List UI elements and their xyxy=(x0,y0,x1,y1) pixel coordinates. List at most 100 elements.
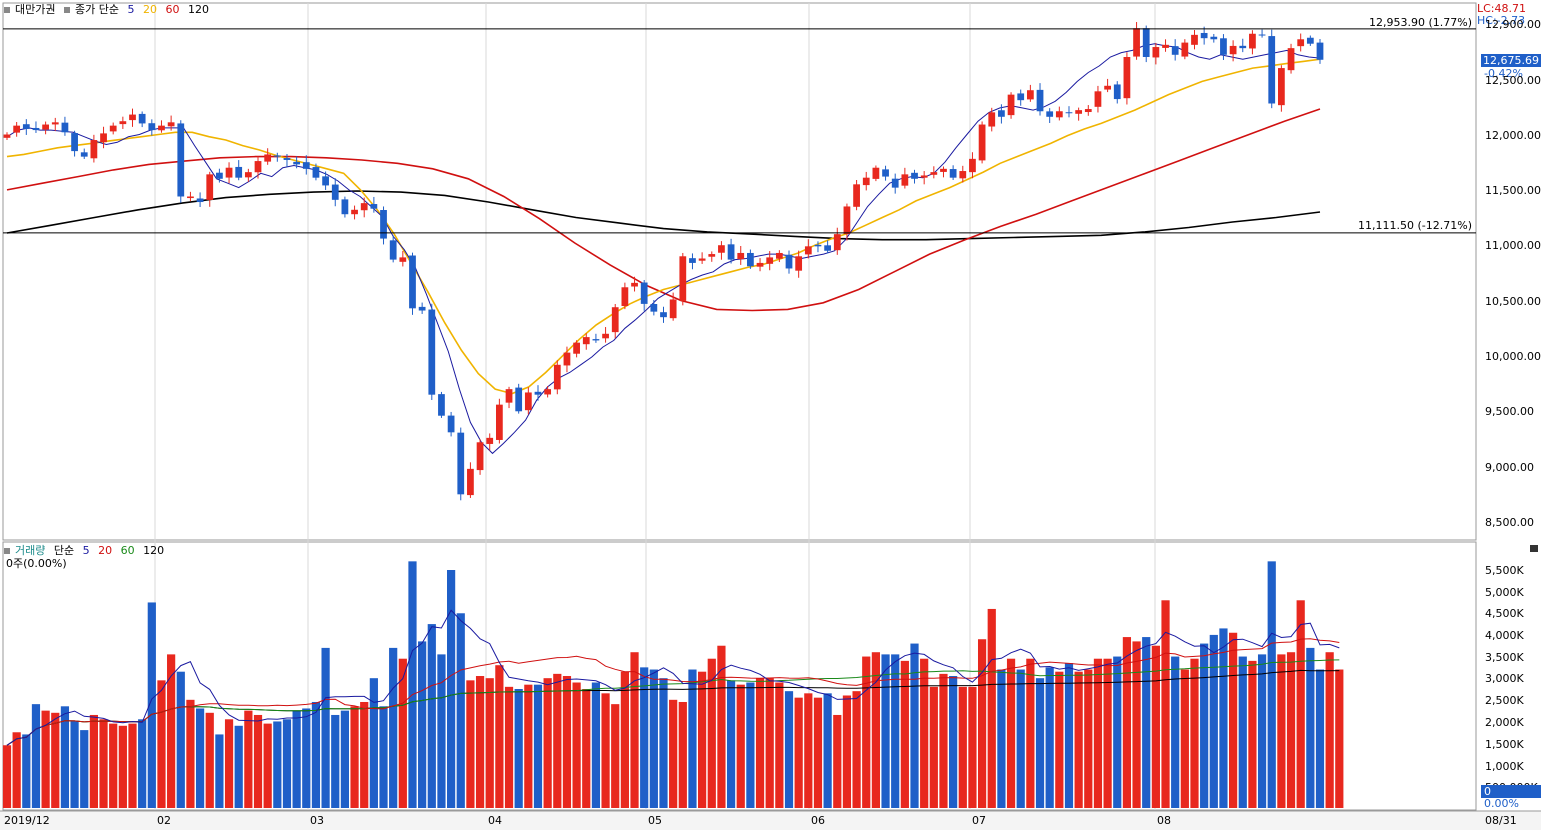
candle-body xyxy=(22,124,30,129)
candle-body xyxy=(32,127,40,131)
legend-period-120: 120 xyxy=(187,3,209,16)
volume-bar xyxy=(311,701,321,808)
volume-legend: 거래량 단순 5 20 60 120 xyxy=(4,544,169,557)
price-tick: 9,000.00 xyxy=(1485,461,1534,474)
volume-bar xyxy=(118,725,127,808)
volume-bar xyxy=(369,678,378,808)
current-price-badge: 12,675.69 xyxy=(1481,54,1541,67)
volume-bar xyxy=(1296,600,1305,808)
volume-bar xyxy=(1325,652,1334,808)
candle-body xyxy=(737,252,745,260)
collapse-panel-icon[interactable] xyxy=(1530,545,1538,552)
ma120-line xyxy=(6,190,1321,241)
candle-body xyxy=(1268,36,1276,104)
price-tick: 12,000.00 xyxy=(1485,129,1541,142)
candle-body xyxy=(196,198,204,203)
candle-body xyxy=(853,184,860,207)
candle-body xyxy=(389,240,397,260)
candle-body xyxy=(61,122,69,133)
legend-square-icon xyxy=(4,6,10,13)
candle-body xyxy=(582,337,590,345)
candle-body xyxy=(563,352,571,366)
volume-bar xyxy=(755,678,765,808)
candle-body xyxy=(920,175,928,178)
ma5-line xyxy=(6,43,1321,455)
x-tick-label: 08 xyxy=(1157,814,1171,827)
volume-bar xyxy=(2,745,12,808)
candle-body xyxy=(495,404,503,440)
volume-bar xyxy=(446,570,456,808)
candle-body xyxy=(814,244,822,247)
x-tick-label: 06 xyxy=(811,814,825,827)
volume-bar xyxy=(949,676,958,808)
volume-bar xyxy=(1103,658,1112,808)
volume-bar xyxy=(456,613,465,808)
volume-bar xyxy=(997,669,1006,808)
volume-bar xyxy=(881,654,890,808)
lc-readout: LC:48.71 xyxy=(1477,2,1527,15)
candle-body xyxy=(747,252,754,267)
volume-bar xyxy=(176,671,185,808)
candle-body xyxy=(1297,39,1305,47)
volume-bar xyxy=(524,684,533,808)
candlesticks xyxy=(3,22,1324,501)
candle-body xyxy=(534,391,542,395)
reference-lines xyxy=(3,28,1476,234)
price-legend: 대만가권 종가 단순 5 20 60 120 xyxy=(4,3,214,16)
volume-bar xyxy=(862,656,871,808)
candle-body xyxy=(1191,34,1198,45)
volume-bar xyxy=(562,676,572,808)
volume-tick: 5,500K xyxy=(1485,564,1524,577)
volume-bar xyxy=(611,704,620,808)
candle-body xyxy=(650,304,658,312)
candle-body xyxy=(930,172,938,175)
candle-body xyxy=(824,245,832,251)
candle-body xyxy=(998,110,1005,117)
candle-body xyxy=(331,184,339,200)
volume-bar xyxy=(582,689,591,808)
volume-bar xyxy=(601,693,610,808)
volume-bar xyxy=(900,660,909,808)
candle-body xyxy=(428,309,436,395)
volume-bar xyxy=(495,665,504,808)
candle-body xyxy=(573,342,580,354)
candle-body xyxy=(380,210,387,239)
volume-tick: 2,500K xyxy=(1485,694,1524,707)
candle-body xyxy=(148,123,156,131)
volume-bar xyxy=(321,647,330,808)
volume-bar xyxy=(215,734,224,808)
candle-body xyxy=(90,140,98,159)
volume-bar xyxy=(331,714,340,808)
volume-bar xyxy=(765,678,774,808)
candle-body xyxy=(360,203,368,211)
volume-bar xyxy=(1190,658,1199,808)
vol-ma5-line xyxy=(6,609,1340,746)
volume-tick: 4,000K xyxy=(1485,629,1524,642)
candle-body xyxy=(158,125,165,131)
volume-tick: 5,000K xyxy=(1485,586,1524,599)
x-tick-label: 2019/12 xyxy=(4,814,50,827)
volume-bar xyxy=(1277,654,1286,808)
ma-label: 종가 단순 xyxy=(74,3,119,16)
candle-body xyxy=(553,364,561,390)
vol-ma60-line xyxy=(6,659,1340,746)
volume-bar xyxy=(398,658,407,808)
x-axis-band xyxy=(0,811,1541,830)
volume-bar xyxy=(475,676,485,808)
volume-bar xyxy=(630,652,639,808)
moving-average-lines xyxy=(6,43,1321,455)
candle-body xyxy=(631,282,638,287)
candle-body xyxy=(129,114,136,121)
volume-bar xyxy=(1132,641,1141,808)
volume-bar xyxy=(746,682,755,808)
candle-body xyxy=(727,244,735,260)
volume-ma-lines xyxy=(6,609,1340,746)
instrument-name: 대만가권 xyxy=(15,3,56,16)
candle-body xyxy=(302,162,310,169)
volume-bar xyxy=(292,710,301,808)
volume-bar xyxy=(157,680,166,808)
volume-bar xyxy=(302,708,311,808)
volume-bar xyxy=(678,701,687,808)
candle-body xyxy=(611,307,619,333)
volume-bar xyxy=(1315,669,1325,808)
